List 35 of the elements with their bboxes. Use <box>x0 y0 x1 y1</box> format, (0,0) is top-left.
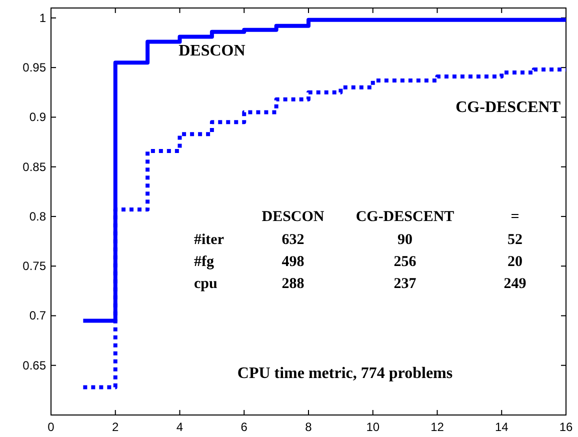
x-tick-label: 6 <box>240 420 248 434</box>
x-tick-label: 0 <box>48 420 55 434</box>
annotation: 256 <box>394 254 417 270</box>
x-tick-label: 8 <box>305 420 312 434</box>
y-tick-label: 0.7 <box>29 308 46 323</box>
annotation: 52 <box>508 232 522 248</box>
annotation: 288 <box>282 276 304 292</box>
annotation: #iter <box>194 232 224 248</box>
y-tick-label: 0.8 <box>29 209 46 224</box>
x-tick-label: 12 <box>430 420 444 434</box>
annotation: CPU time metric, 774 problems <box>237 365 453 382</box>
x-tick-label: 14 <box>494 420 509 434</box>
y-tick-label: 0.75 <box>22 259 46 274</box>
y-tick-label: 0.85 <box>22 160 46 174</box>
annotation: 20 <box>508 254 522 270</box>
y-tick-label: 0.65 <box>22 358 46 372</box>
annotation: 90 <box>398 232 412 248</box>
annotation: #fg <box>194 254 214 270</box>
annotation: CG-DESCENT <box>356 209 454 225</box>
annotation: = <box>510 209 520 225</box>
annotation: 237 <box>394 276 417 292</box>
x-tick-label: 2 <box>112 420 120 434</box>
series-label: DESCON <box>178 42 246 60</box>
series-label: CG-DESCENT <box>456 99 561 116</box>
annotation: DESCON <box>262 209 324 225</box>
annotation: cpu <box>194 276 218 292</box>
y-tick-label: 0.95 <box>22 60 46 75</box>
x-tick-label: 16 <box>559 420 573 434</box>
x-tick-label: 10 <box>366 420 380 434</box>
y-tick-label: 0.9 <box>29 110 46 124</box>
annotation: 498 <box>282 254 304 270</box>
annotation: 632 <box>282 232 304 248</box>
y-tick-label: 1 <box>39 10 46 25</box>
x-tick-label: 4 <box>176 420 184 434</box>
annotation: 249 <box>504 276 526 292</box>
